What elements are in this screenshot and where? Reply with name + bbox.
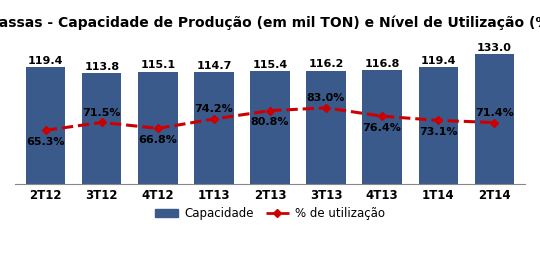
Bar: [26, 68, 65, 184]
Text: 115.1: 115.1: [140, 60, 176, 70]
Text: 113.8: 113.8: [84, 62, 119, 72]
Bar: [82, 73, 122, 184]
Text: 119.4: 119.4: [28, 56, 64, 66]
Text: 116.2: 116.2: [308, 59, 344, 70]
Text: 71.4%: 71.4%: [475, 108, 514, 118]
Text: 66.8%: 66.8%: [138, 135, 177, 145]
Text: 71.5%: 71.5%: [83, 108, 121, 118]
Text: 116.8: 116.8: [364, 59, 400, 69]
Bar: [475, 54, 514, 184]
Text: 74.2%: 74.2%: [194, 104, 233, 114]
Bar: [418, 68, 458, 184]
Text: 76.4%: 76.4%: [363, 123, 402, 133]
Title: Massas - Capacidade de Produção (em mil TON) e Nível de Utilização (%): Massas - Capacidade de Produção (em mil …: [0, 15, 540, 29]
Text: 73.1%: 73.1%: [419, 127, 457, 137]
Bar: [194, 72, 234, 184]
Text: 114.7: 114.7: [196, 61, 232, 71]
Text: 65.3%: 65.3%: [26, 137, 65, 147]
Text: 80.8%: 80.8%: [251, 117, 289, 127]
Bar: [251, 71, 289, 184]
Text: 115.4: 115.4: [252, 60, 288, 70]
Text: 133.0: 133.0: [477, 43, 511, 53]
Bar: [138, 72, 178, 184]
Text: 119.4: 119.4: [420, 56, 456, 66]
Bar: [306, 71, 346, 184]
Bar: [362, 70, 402, 184]
Text: 83.0%: 83.0%: [307, 93, 345, 103]
Legend: Capacidade, % de utilização: Capacidade, % de utilização: [150, 202, 390, 225]
